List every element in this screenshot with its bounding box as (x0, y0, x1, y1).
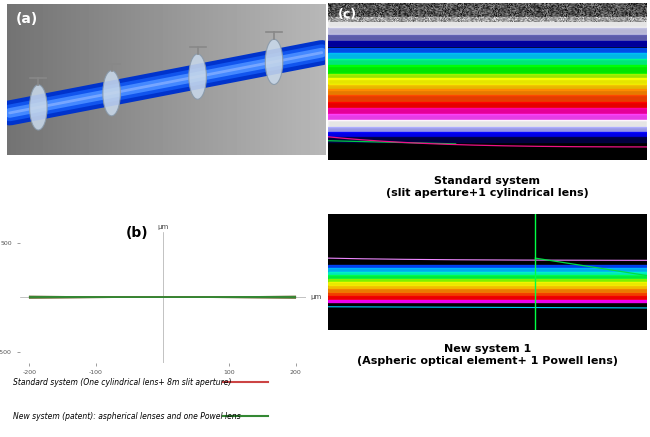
Bar (328, 299, 647, 302)
Text: μm: μm (310, 294, 321, 300)
Text: New system (patent): aspherical lenses and one Powel lens: New system (patent): aspherical lenses a… (13, 412, 240, 420)
Bar (328, 268, 647, 271)
Bar (328, 282, 647, 285)
Bar (328, 289, 647, 292)
Bar (328, 214, 647, 249)
Bar (328, 74, 647, 79)
Bar (328, 296, 647, 298)
Bar (328, 102, 647, 108)
Bar (328, 95, 647, 102)
Text: Standard system
(slit aperture+1 cylindrical lens): Standard system (slit aperture+1 cylindr… (386, 176, 589, 198)
Bar (328, 53, 647, 59)
Ellipse shape (189, 54, 206, 99)
Bar (328, 17, 647, 27)
Ellipse shape (103, 71, 120, 116)
Text: Standard system (One cylindrical lens+ 8m slit aperture): Standard system (One cylindrical lens+ 8… (13, 378, 231, 387)
Bar (328, 265, 647, 268)
Bar (328, 114, 647, 121)
Bar (328, 108, 647, 114)
Text: (a): (a) (16, 12, 38, 26)
Text: New system 1
(Aspheric optical element+ 1 Powell lens): New system 1 (Aspheric optical element+ … (357, 344, 618, 366)
Ellipse shape (265, 39, 283, 84)
Bar (328, 59, 647, 66)
Bar (328, 120, 647, 128)
Ellipse shape (30, 85, 47, 130)
Bar (328, 28, 647, 35)
Bar (328, 42, 647, 46)
Bar (328, 89, 647, 95)
Bar (328, 293, 647, 295)
Bar (328, 137, 647, 142)
Bar (328, 35, 647, 40)
Bar (328, 279, 647, 281)
Bar (328, 275, 647, 278)
Bar (328, 78, 647, 84)
Bar (328, 85, 647, 90)
Bar (328, 312, 647, 330)
Bar (328, 286, 647, 288)
Bar (328, 272, 647, 274)
Text: μm: μm (157, 224, 168, 230)
Text: (b): (b) (126, 226, 149, 240)
Bar (328, 48, 647, 52)
Bar (328, 128, 647, 132)
Bar (328, 132, 647, 137)
Text: (c): (c) (338, 8, 357, 21)
Bar (328, 65, 647, 73)
